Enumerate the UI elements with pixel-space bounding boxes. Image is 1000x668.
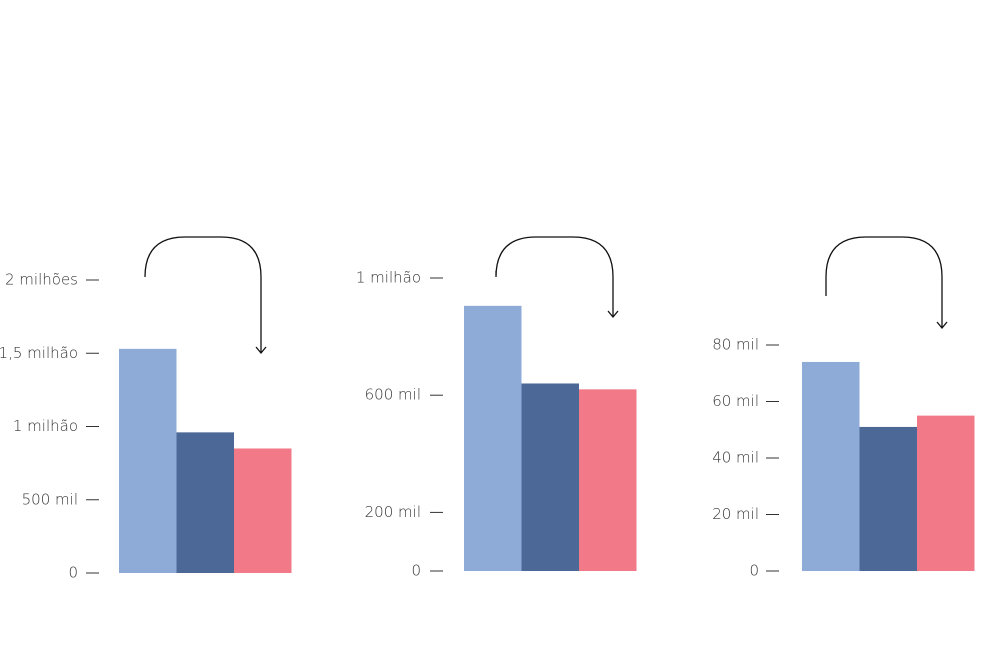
y-tick-label: 500 mil: [22, 490, 78, 508]
y-tick-label: 1 milhão: [13, 417, 78, 435]
chart-panel-2: 0 200 mil 600 mil 1 milhão: [356, 236, 637, 580]
y-tick-label: 200 mil: [365, 503, 421, 521]
y-tick-label: 1 milhão: [356, 269, 421, 287]
arrow-head-icon: [936, 321, 948, 330]
bar-series-3: [579, 389, 637, 571]
arrow-head-icon: [607, 310, 619, 319]
bar-series-2: [859, 426, 917, 571]
bar-series-2: [521, 383, 579, 571]
change-arrow: [144, 236, 262, 353]
bar-series-1: [802, 361, 860, 571]
y-tick-label: 0: [68, 564, 78, 582]
y-tick-label: 40 mil: [712, 449, 759, 467]
arrow-head-icon: [255, 346, 267, 355]
bar-series-1: [464, 305, 522, 571]
bar-series-3: [917, 415, 975, 571]
y-tick-label: 0: [749, 562, 759, 580]
y-tick-label: 80 mil: [712, 336, 759, 354]
y-tick-label: 2 milhões: [5, 271, 78, 289]
bar-series-1: [119, 348, 177, 573]
chart-panel-3: 0 20 mil 40 mil 60 mil 80 mil: [712, 236, 975, 580]
y-tick-label: 0: [411, 562, 421, 580]
y-tick-label: 20 mil: [712, 505, 759, 523]
change-arrow: [495, 236, 614, 317]
y-tick-label: 600 mil: [365, 386, 421, 404]
y-tick-label: 60 mil: [712, 392, 759, 410]
bar-series-3: [234, 448, 292, 573]
y-tick-label: 1,5 milhão: [0, 344, 78, 362]
chart-panel-1: 0 500 mil 1 milhão 1,5 milhão 2 milhões: [0, 236, 292, 582]
bar-series-2: [176, 432, 234, 573]
change-arrow: [825, 236, 943, 328]
